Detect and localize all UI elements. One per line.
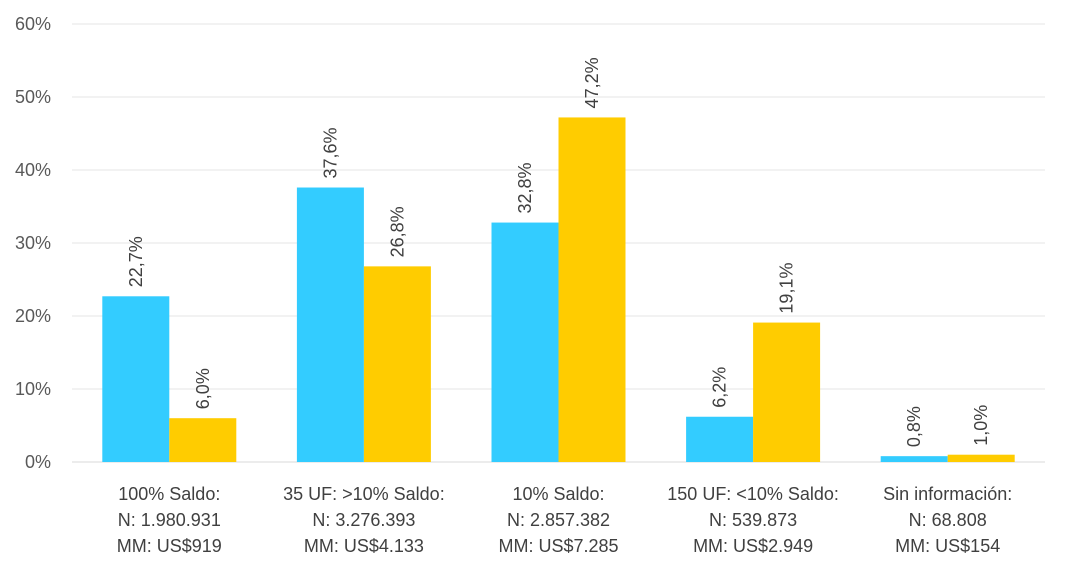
data-label: 37,6% [320,127,340,178]
data-label: 47,2% [582,57,602,108]
category-label: 100% Saldo: N: 1.980.931 MM: US$919 [117,484,222,556]
bar-series-2-cat-1 [169,418,237,462]
y-tick-label: 20% [15,306,51,326]
data-label: 6,2% [710,367,730,408]
y-tick-label: 50% [15,87,51,107]
data-label: 26,8% [387,206,407,257]
bar-series-2-cat-5 [947,454,1015,462]
bar-series-1-cat-1 [102,296,170,462]
bar-series-2-cat-3 [558,117,626,462]
bars [102,117,1015,462]
data-label: 19,1% [777,263,797,314]
y-axis-tick-labels: 0% 10% 20% 30% 40% 50% 60% [15,14,51,472]
bar-series-1-cat-4 [686,416,754,462]
bar-series-2-cat-4 [753,322,821,462]
data-label: 32,8% [515,163,535,214]
bar-series-1-cat-2 [296,187,364,462]
category-label: 150 UF: <10% Saldo: N: 539.873 MM: US$2.94… [667,484,839,556]
category-label: 10% Saldo: N: 2.857.382 MM: US$7.285 [498,484,618,556]
y-tick-label: 30% [15,233,51,253]
data-label: 1,0% [971,405,991,446]
bar-series-1-cat-5 [880,456,948,462]
y-tick-label: 60% [15,14,51,34]
bar-series-2-cat-2 [363,266,431,462]
category-label: Sin información: N: 68.808 MM: US$154 [883,484,1012,556]
category-label: 35 UF: >10% Saldo: N: 3.276.393 MM: US$4.1… [283,484,445,556]
data-labels: 22,7% 37,6% 32,8% 6,2% 0,8% 6,0% 26,8% 47,2% 19,… [126,57,991,447]
bar-series-1-cat-3 [491,222,559,462]
data-label: 6,0% [193,368,213,409]
data-label: 22,7% [126,236,146,287]
data-label: 0,8% [904,406,924,447]
x-axis-category-labels: 100% Saldo: N: 1.980.931 MM: US$919 35 UF: … [117,484,1012,556]
y-tick-label: 0% [25,452,51,472]
y-tick-label: 10% [15,379,51,399]
y-tick-label: 40% [15,160,51,180]
